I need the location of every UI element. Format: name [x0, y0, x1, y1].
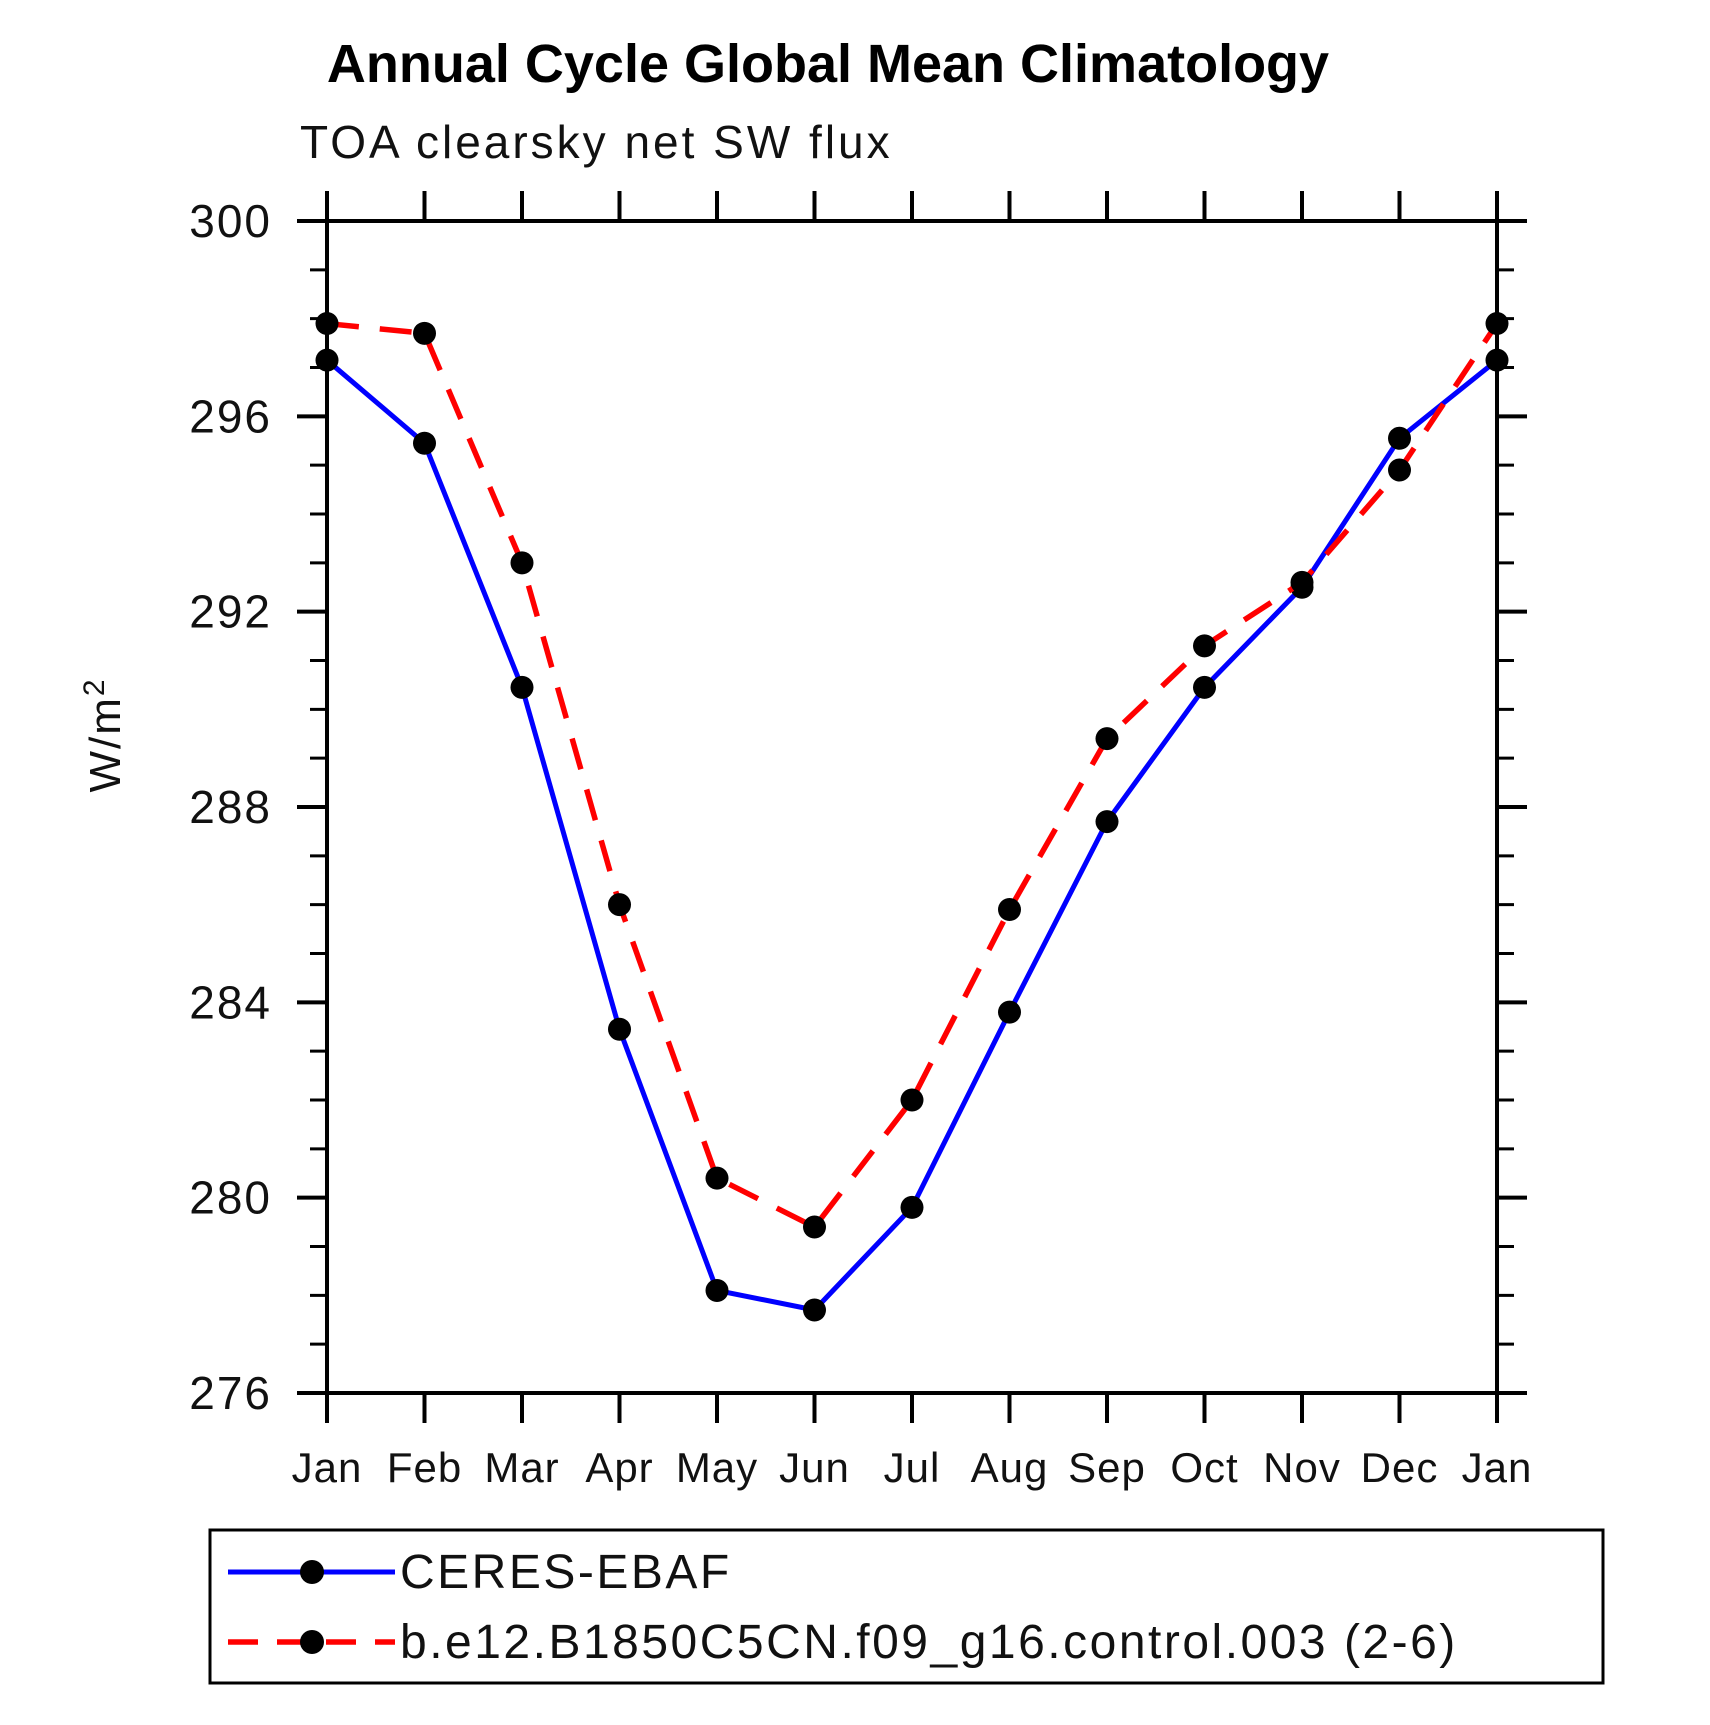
- data-point: [413, 431, 436, 455]
- data-point: [705, 1166, 729, 1190]
- y-tick-label: 292: [189, 586, 272, 638]
- data-point: [1095, 727, 1119, 751]
- x-axis-month-labels: Jan Feb Mar Apr May Jun Jul Aug Sep Oct Nov Dec Jan: [292, 1444, 1533, 1491]
- x-tick-label: Jul: [884, 1444, 941, 1491]
- data-point: [510, 551, 534, 575]
- legend: CERES-EBAF b.e12.B1850C5CN.f09_g16.contr…: [208, 1528, 1605, 1685]
- plot-frame: [297, 191, 1527, 1423]
- y-tick-label: 296: [189, 390, 272, 442]
- data-point: [1095, 810, 1119, 834]
- data-point: [413, 321, 436, 345]
- y-tick-label: 284: [189, 976, 272, 1028]
- data-point: [998, 1000, 1021, 1024]
- data-point: [315, 312, 339, 336]
- x-tick-label: Jan: [1462, 1444, 1533, 1491]
- legend-key-dot-0: [300, 1560, 324, 1584]
- x-tick-label: May: [676, 1444, 758, 1491]
- x-tick-label: Apr: [585, 1444, 653, 1491]
- data-point: [608, 1017, 631, 1041]
- data-point: [1388, 458, 1411, 482]
- data-point: [900, 1195, 924, 1219]
- data-point: [1485, 312, 1509, 336]
- legend-label-model-control: b.e12.B1850C5CN.f09_g16.control.003 (2-6…: [400, 1616, 1458, 1669]
- series-layer: [315, 312, 1509, 1322]
- legend-keys: [228, 1560, 395, 1654]
- data-point: [1193, 675, 1216, 699]
- y-axis-label-exponent: 2: [78, 677, 111, 696]
- legend-key-dot-1: [300, 1630, 324, 1654]
- data-point: [705, 1278, 729, 1302]
- data-point: [803, 1298, 826, 1322]
- chart-title: Annual Cycle Global Mean Climatology: [327, 34, 1329, 94]
- x-tick-label: Nov: [1263, 1444, 1341, 1491]
- data-point: [1485, 348, 1509, 372]
- y-axis-tick-labels: 276 280 284 288 292 296 300: [189, 195, 272, 1419]
- legend-box: [208, 1528, 1605, 1685]
- x-tick-label: Mar: [484, 1444, 559, 1491]
- y-tick-label: 276: [189, 1367, 272, 1419]
- data-point: [1388, 426, 1411, 450]
- x-tick-label: Jan: [292, 1444, 363, 1491]
- y-tick-label: 280: [189, 1172, 272, 1224]
- data-point: [510, 675, 534, 699]
- y-tick-label: 288: [189, 781, 272, 833]
- x-tick-label: Oct: [1170, 1444, 1238, 1491]
- x-tick-label: Dec: [1361, 1444, 1439, 1491]
- x-tick-label: Sep: [1068, 1444, 1146, 1491]
- data-point: [900, 1088, 924, 1112]
- series-line-0: [325, 358, 1499, 1313]
- y-axis-label: W/m2: [78, 677, 130, 792]
- data-point: [315, 348, 339, 372]
- data-point: [998, 898, 1021, 922]
- x-tick-label: Feb: [387, 1444, 462, 1491]
- y-tick-label: 300: [189, 195, 272, 247]
- data-point: [1193, 634, 1216, 658]
- y-axis-label-unit: W/m: [81, 696, 130, 792]
- chart-subtitle: TOA clearsky net SW flux: [300, 116, 893, 168]
- data-point: [1290, 570, 1314, 594]
- x-tick-label: Aug: [971, 1444, 1049, 1491]
- x-tick-label: Jun: [779, 1444, 850, 1491]
- data-point: [608, 893, 631, 917]
- data-point: [803, 1215, 826, 1239]
- legend-label-ceres-ebaf: CERES-EBAF: [400, 1546, 732, 1599]
